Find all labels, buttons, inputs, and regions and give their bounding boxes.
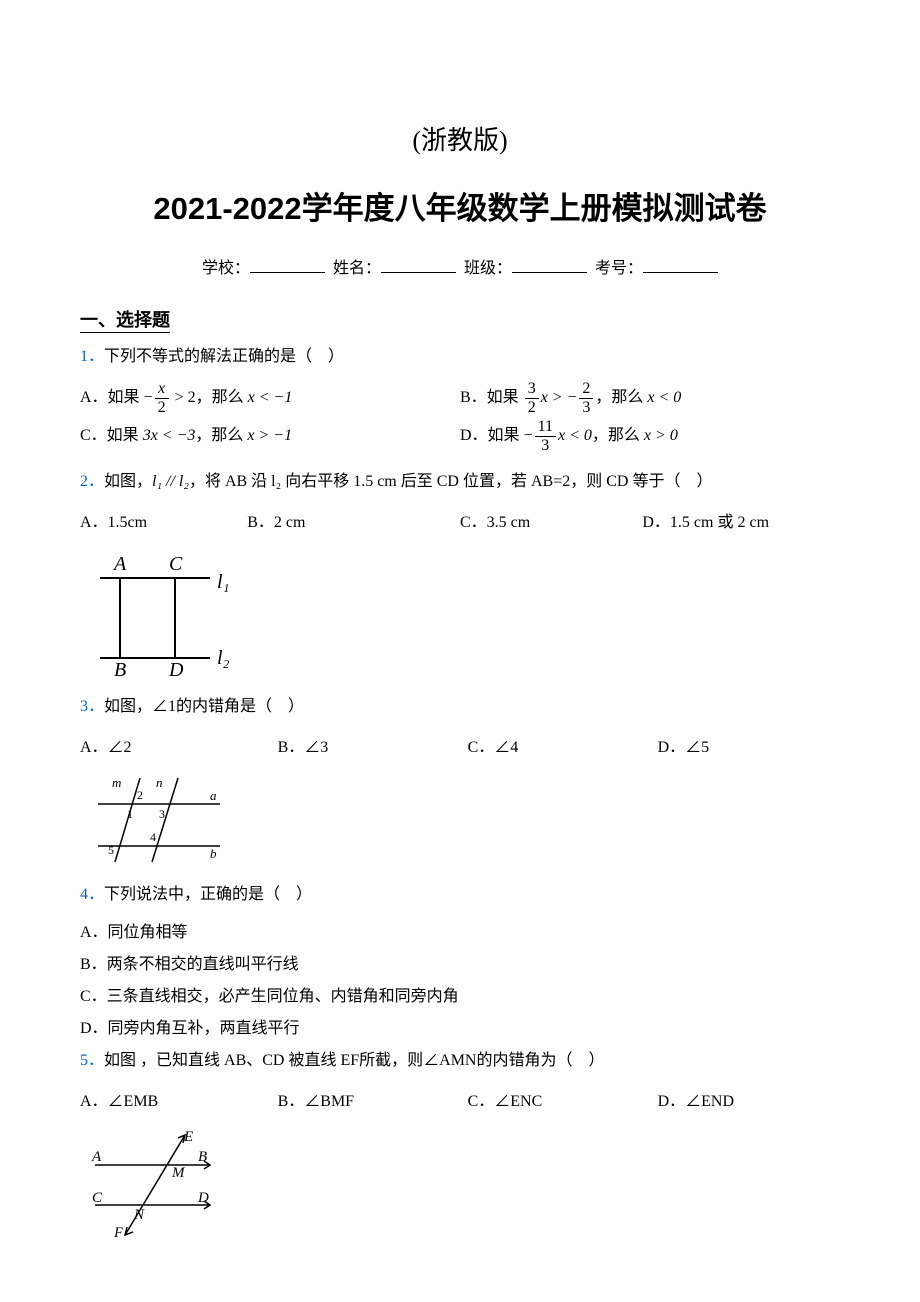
q2: 2．如图，l₁ // l₂，将 AB 沿 l₂ 向右平移 1.5 cm 后至 C… [80, 466, 840, 498]
q5-choices: A．∠EMB B．∠BMF C．∠ENC D．∠END [80, 1083, 840, 1121]
q4-stem: 下列说法中，正确的是（ ） [104, 886, 312, 903]
q2-choice-C: C．3.5 cm [460, 504, 642, 542]
q1-choice-D: D．如果 −113x < 0，那么 x > 0 [460, 417, 840, 455]
svg-text:l₂: l₂ [217, 647, 230, 669]
q5-choice-B: B．∠BMF [278, 1083, 468, 1121]
q1-stem: 下列不等式的解法正确的是（ ） [104, 348, 344, 365]
edition-subtitle: (浙教版) [80, 120, 840, 157]
q1-choices-row2: C．如果 3x < −3，那么 x > −1 D．如果 −113x < 0，那么… [80, 417, 840, 455]
label-class: 班级： [464, 260, 512, 277]
q4-num: 4． [80, 886, 104, 903]
q4-choice-C: C．三条直线相交，必产生同位角、内错角和同旁内角 [80, 981, 840, 1013]
q5-num: 5． [80, 1052, 104, 1069]
section-header: 一、选择题 [80, 306, 170, 333]
svg-text:m: m [112, 775, 121, 790]
svg-text:B: B [114, 659, 126, 678]
svg-text:C: C [169, 553, 183, 575]
q3-choice-D: D．∠5 [658, 729, 840, 767]
q3-choice-B: B．∠3 [278, 729, 468, 767]
q4-choice-D: D．同旁内角互补，两直线平行 [80, 1013, 840, 1045]
q4-choice-A: A．同位角相等 [80, 917, 840, 949]
q2-choice-B: B．2 cm [247, 504, 460, 542]
svg-text:A: A [91, 1149, 102, 1165]
q5: 5．如图 ，已知直线 AB、CD 被直线 EF所截，则∠AMN的内错角为（ ） [80, 1045, 840, 1077]
label-id: 考号： [595, 260, 643, 277]
student-info-row: 学校： 姓名： 班级： 考号： [80, 254, 840, 278]
svg-text:C: C [92, 1190, 103, 1206]
blank-class [512, 256, 587, 273]
q4: 4．下列说法中，正确的是（ ） [80, 879, 840, 911]
blank-id [643, 256, 718, 273]
svg-text:n: n [156, 775, 163, 790]
blank-school [250, 256, 325, 273]
svg-text:a: a [210, 788, 217, 803]
svg-text:3: 3 [159, 807, 165, 821]
q3-choice-A: A．∠2 [80, 729, 278, 767]
exam-title: 2021-2022学年度八年级数学上册模拟测试卷 [80, 183, 840, 228]
q5-figure: A B C D E F M N [80, 1127, 840, 1247]
q3: 3．如图，∠1的内错角是（ ） [80, 691, 840, 723]
svg-text:E: E [183, 1129, 193, 1145]
q2-choice-A: A．1.5cm [80, 504, 247, 542]
q1-choice-B: B．如果 32x > −23，那么 x < 0 [460, 379, 840, 417]
svg-text:1: 1 [127, 807, 133, 821]
q2-figure: A C B D l₁ l₂ [80, 548, 840, 683]
label-school: 学校： [202, 260, 250, 277]
svg-text:D: D [168, 659, 184, 678]
q3-choice-C: C．∠4 [468, 729, 658, 767]
q2-choice-D: D．1.5 cm 或 2 cm [642, 504, 840, 542]
q3-choices: A．∠2 B．∠3 C．∠4 D．∠5 [80, 729, 840, 767]
q1: 1．下列不等式的解法正确的是（ ） [80, 341, 840, 373]
q3-stem: 如图，∠1的内错角是（ ） [104, 698, 304, 715]
svg-text:5: 5 [108, 843, 114, 857]
svg-text:M: M [171, 1165, 186, 1181]
q5-choice-D: D．∠END [658, 1083, 840, 1121]
q5-choice-C: C．∠ENC [468, 1083, 658, 1121]
q5-choice-A: A．∠EMB [80, 1083, 278, 1121]
label-name: 姓名： [333, 260, 381, 277]
q3-num: 3． [80, 698, 104, 715]
svg-text:2: 2 [137, 788, 143, 802]
q2-num: 2． [80, 473, 104, 490]
blank-name [381, 256, 456, 273]
page: (浙教版) 2021-2022学年度八年级数学上册模拟测试卷 学校： 姓名： 班… [0, 0, 920, 1295]
svg-text:4: 4 [150, 830, 156, 844]
section-header-wrap: 一、选择题 [80, 306, 840, 341]
q3-figure: m n a b 1 2 3 4 5 [80, 774, 840, 871]
q1-choices-row1: A．如果 −x2 > 2，那么 x < −1 B．如果 32x > −23，那么… [80, 379, 840, 417]
q5-stem: 如图 ，已知直线 AB、CD 被直线 EF所截，则∠AMN的内错角为（ ） [104, 1052, 604, 1069]
svg-text:N: N [133, 1207, 145, 1223]
svg-text:B: B [198, 1149, 207, 1165]
svg-text:l₁: l₁ [217, 571, 230, 593]
svg-text:b: b [210, 846, 217, 861]
q4-choices: A．同位角相等 B．两条不相交的直线叫平行线 C．三条直线相交，必产生同位角、内… [80, 917, 840, 1045]
q1-choice-A: A．如果 −x2 > 2，那么 x < −1 [80, 379, 460, 417]
q1-choice-C: C．如果 3x < −3，那么 x > −1 [80, 417, 460, 455]
svg-text:F: F [113, 1225, 124, 1241]
q1-num: 1． [80, 348, 104, 365]
q2-choices: A．1.5cm B．2 cm C．3.5 cm D．1.5 cm 或 2 cm [80, 504, 840, 542]
svg-text:D: D [197, 1190, 209, 1206]
q4-choice-B: B．两条不相交的直线叫平行线 [80, 949, 840, 981]
svg-text:A: A [112, 553, 127, 575]
